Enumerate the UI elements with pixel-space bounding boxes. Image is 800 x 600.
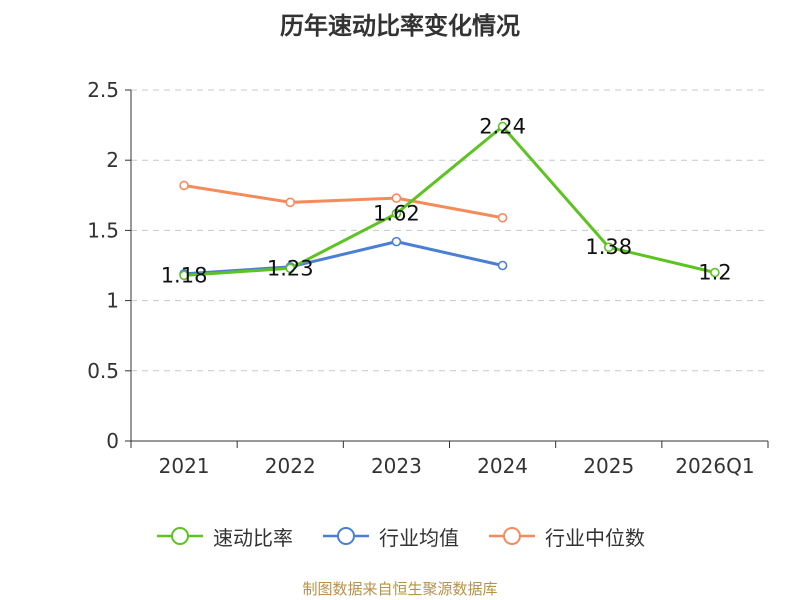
series-line: [183, 183, 503, 220]
data-point: [497, 212, 508, 223]
x-tick-label: 2022: [265, 454, 316, 478]
data-point: [391, 193, 402, 203]
y-tick-label: 1: [106, 289, 119, 313]
x-tick-label: 2021: [159, 454, 210, 478]
source-note: 制图数据来自恒生聚源数据库: [302, 580, 498, 598]
data-point: [179, 180, 189, 191]
y-tick-label: 2.5: [87, 78, 119, 102]
legend-label: 行业中位数: [545, 525, 645, 550]
legend-item[interactable]: 速动比率: [155, 522, 293, 551]
series-line: [183, 240, 503, 276]
data-label: 1.2: [698, 261, 731, 285]
data-label: 1.18: [161, 263, 208, 287]
legend-swatch-icon: [489, 527, 535, 545]
series-lines: [179, 121, 720, 281]
data-labels: 1.18 1.23 1.62 2.24 1.38 1.2: [161, 115, 732, 288]
data-point: [179, 270, 189, 281]
data-point: [497, 260, 508, 271]
legend: 速动比率 行业均值 行业中位数: [0, 520, 800, 552]
grid-lines: [131, 89, 768, 372]
data-point: [285, 197, 296, 208]
legend-label: 速动比率: [213, 525, 293, 550]
data-point: [497, 121, 508, 132]
x-tick-label: 2023: [371, 454, 422, 478]
legend-item[interactable]: 行业中位数: [487, 522, 645, 551]
y-tick-label: 0.5: [87, 359, 119, 383]
data-point: [391, 208, 402, 219]
legend-swatch-icon: [157, 527, 203, 545]
series-line: [183, 125, 716, 277]
data-label: 1.38: [585, 235, 632, 259]
y-tick-label: 1.5: [87, 218, 119, 242]
chart-title: 历年速动比率变化情况: [280, 12, 520, 40]
data-label: 1.23: [267, 256, 314, 280]
y-tick-label: 0: [106, 429, 119, 453]
legend-swatch-icon: [323, 527, 369, 545]
x-tick-label: 2024: [477, 454, 528, 478]
data-point: [285, 263, 296, 274]
data-label: 2.24: [479, 115, 526, 139]
data-label: 1.62: [373, 202, 420, 226]
y-tick-label: 2: [106, 148, 119, 172]
legend-item[interactable]: 行业均值: [321, 522, 459, 551]
axes: 0 0.5 1 1.5 2 2.5 2021 2022 2023 2024 2025 2026Q1: [87, 78, 769, 478]
legend-label: 行业均值: [379, 525, 459, 550]
x-tick-label: 2026Q1: [675, 454, 754, 478]
data-point: [603, 242, 614, 253]
data-point: [391, 236, 402, 247]
data-point: [710, 267, 720, 278]
x-tick-label: 2025: [583, 454, 634, 478]
